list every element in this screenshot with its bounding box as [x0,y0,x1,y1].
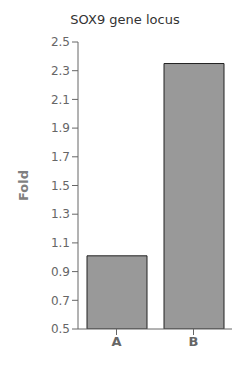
svg-text:0.9: 0.9 [51,265,70,279]
svg-text:2.5: 2.5 [51,35,70,49]
svg-text:0.7: 0.7 [51,294,70,308]
svg-text:0.5: 0.5 [51,322,70,336]
svg-text:Fold: Fold [16,170,31,201]
svg-text:A: A [111,334,121,349]
svg-text:1.9: 1.9 [51,121,70,135]
svg-text:1.3: 1.3 [51,207,70,221]
svg-text:B: B [189,334,199,349]
svg-text:1.7: 1.7 [51,150,70,164]
svg-text:1.5: 1.5 [51,179,70,193]
html-text:SOX9 gene locus: SOX9 gene locus [70,12,180,27]
svg-text:2.1: 2.1 [51,93,70,107]
svg-text:1.1: 1.1 [51,236,70,250]
svg-text:2.3: 2.3 [51,64,70,78]
